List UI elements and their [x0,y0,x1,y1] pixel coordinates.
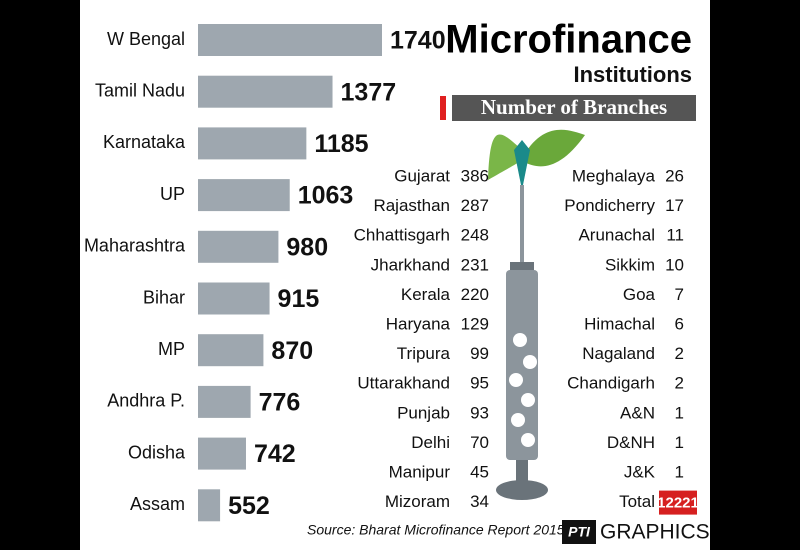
source: Source: Bharat Microfinance Report 2015 [307,522,565,538]
state-value: 1 [675,403,684,422]
state-name: J&K [624,462,656,481]
state-value: 129 [461,314,489,333]
state-value: 17 [665,196,684,215]
value-label: 915 [278,285,320,313]
bar [198,437,246,470]
category-label: UP [160,184,185,204]
state-value: 1 [675,433,684,452]
logo-box [562,520,596,544]
state-name: Rajasthan [373,196,450,215]
state-name: Manipur [389,462,451,481]
bar [198,24,382,56]
bar [198,230,279,263]
state-value: 1 [675,462,684,481]
state-name: Jharkhand [371,255,450,274]
category-label: Tamil Nadu [95,80,185,100]
state-name: Haryana [386,314,451,333]
state-name: Punjab [397,403,450,422]
state-name: A&N [620,403,655,422]
accent [440,96,446,120]
value-label: 1185 [314,130,368,158]
category-label: Odisha [128,442,186,462]
bar [198,75,333,108]
state-name: D&NH [607,433,655,452]
state-value: 248 [461,226,489,245]
state-value: 231 [461,255,489,274]
state-value: 2 [675,344,684,363]
state-name: Chandigarh [567,374,655,393]
total-value: 12221 [657,495,699,512]
state-name: Delhi [411,433,450,452]
subtitle: Number of Branches [481,95,667,119]
logo: PTI [568,524,591,540]
state-value: 95 [470,374,489,393]
state-value: 11 [666,226,684,245]
title-line-2: Institutions [573,62,692,87]
category-label: Bihar [143,287,185,307]
state-value: 93 [470,403,489,422]
state-value: 287 [461,196,489,215]
bar [198,179,290,212]
category-label: MP [158,339,185,359]
category-label: Karnataka [103,132,186,152]
credit: GRAPHICS [600,521,710,544]
state-value: 220 [461,285,489,304]
value-label: 1063 [298,182,354,210]
state-name: Sikkim [605,255,655,274]
state-value: 45 [470,462,489,481]
category-label: Assam [130,494,185,514]
total-box [659,490,697,515]
state-value: 70 [470,433,489,452]
bar [198,489,221,522]
state-name: Meghalaya [572,166,656,185]
value-label: 980 [286,233,328,261]
value-label: 1377 [341,78,397,106]
bar [198,334,264,367]
value-label: 776 [259,389,301,417]
title-line-1: Microfinance [445,18,692,62]
state-name: Chhattisgarh [354,226,450,245]
total-label: Total [619,492,655,511]
state-name: Himachal [584,314,655,333]
state-value: 6 [675,314,684,333]
state-name: Goa [623,285,656,304]
state-name: Mizoram [385,492,450,511]
state-value: 10 [665,255,684,274]
category-label: Andhra P. [107,391,185,411]
value-label: 1740 [390,27,446,55]
subtitle-box [452,95,696,121]
state-value: 99 [470,344,489,363]
state-name: Kerala [401,285,451,304]
state-name: Uttarakhand [357,374,450,393]
state-value: 7 [675,285,684,304]
syringe-illustration [488,129,585,500]
state-name: Pondicherry [564,196,655,215]
state-value: 26 [665,166,684,185]
state-name: Nagaland [582,344,655,363]
state-name: Arunachal [578,226,655,245]
category-label: W Bengal [107,29,185,49]
category-label: Maharashtra [84,236,186,256]
panel [80,0,710,550]
bar [198,385,251,418]
bar [198,282,270,315]
state-value: 2 [675,374,684,393]
value-label: 742 [254,440,296,468]
value-label: 870 [271,337,313,365]
state-value: 34 [470,492,489,511]
bar [198,127,307,160]
state-name: Gujarat [394,166,450,185]
value-label: 552 [228,492,270,520]
state-value: 386 [461,166,489,185]
state-name: Tripura [397,344,451,363]
